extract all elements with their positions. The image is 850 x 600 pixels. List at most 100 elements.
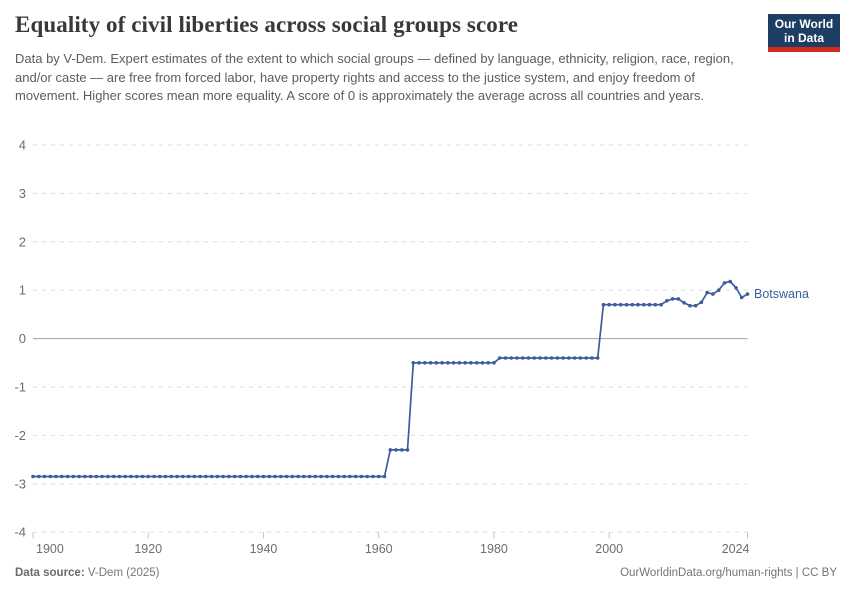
data-point[interactable] <box>134 474 139 479</box>
data-point[interactable] <box>636 302 640 307</box>
line-chart[interactable]: 4 3 2 1 0 -1 -2 -3 -4 1900 1920 1940 1960 1980 2000 202… <box>0 130 850 565</box>
data-point[interactable] <box>446 361 450 365</box>
data-point[interactable] <box>665 299 669 303</box>
data-point[interactable] <box>676 297 681 301</box>
data-point[interactable] <box>111 474 116 479</box>
data-point[interactable] <box>146 474 150 479</box>
data-point[interactable] <box>158 474 162 479</box>
data-point[interactable] <box>250 474 254 479</box>
data-point[interactable] <box>538 356 542 360</box>
data-point[interactable] <box>469 361 473 365</box>
data-point[interactable] <box>659 302 663 307</box>
data-point[interactable] <box>255 474 260 479</box>
entity-label-botswana[interactable]: Botswana <box>754 287 809 301</box>
data-point[interactable] <box>273 474 277 479</box>
data-point[interactable] <box>221 474 225 479</box>
data-point[interactable] <box>163 474 168 479</box>
data-point[interactable] <box>307 474 312 479</box>
data-point[interactable] <box>71 474 76 479</box>
data-point[interactable] <box>670 297 675 301</box>
data-point[interactable] <box>653 302 658 307</box>
data-point[interactable] <box>238 474 243 479</box>
data-point[interactable] <box>348 474 352 479</box>
data-point[interactable] <box>94 474 99 479</box>
data-point[interactable] <box>428 361 433 365</box>
data-point[interactable] <box>642 302 646 307</box>
data-point[interactable] <box>630 302 635 307</box>
data-point[interactable] <box>572 356 577 360</box>
data-point[interactable] <box>457 361 462 365</box>
data-point[interactable] <box>342 474 347 479</box>
data-point[interactable] <box>140 474 145 479</box>
data-point[interactable] <box>503 356 508 360</box>
data-point[interactable] <box>388 448 393 452</box>
data-point[interactable] <box>186 474 191 479</box>
data-point[interactable] <box>688 303 692 308</box>
data-point[interactable] <box>279 474 283 479</box>
data-point[interactable] <box>313 474 318 479</box>
data-point[interactable] <box>497 356 502 360</box>
data-point[interactable] <box>486 361 491 365</box>
data-point[interactable] <box>227 474 231 479</box>
data-point[interactable] <box>417 361 421 365</box>
data-point[interactable] <box>302 474 306 479</box>
data-point[interactable] <box>440 361 444 365</box>
data-point[interactable] <box>296 474 300 479</box>
data-point[interactable] <box>198 474 202 479</box>
data-point[interactable] <box>400 448 404 452</box>
data-point[interactable] <box>42 474 47 479</box>
data-point[interactable] <box>474 361 479 365</box>
data-point[interactable] <box>561 356 565 360</box>
data-point[interactable] <box>376 474 381 479</box>
data-point[interactable] <box>100 474 104 479</box>
owid-logo[interactable]: Our World in Data <box>768 14 840 52</box>
data-point[interactable] <box>532 356 537 360</box>
data-point[interactable] <box>209 474 214 479</box>
data-point[interactable] <box>152 474 156 479</box>
data-point[interactable] <box>325 474 329 479</box>
data-point[interactable] <box>232 474 237 479</box>
data-point[interactable] <box>613 302 617 307</box>
data-point[interactable] <box>463 361 468 365</box>
data-point[interactable] <box>515 356 519 360</box>
data-point[interactable] <box>290 474 295 479</box>
data-point[interactable] <box>319 474 323 479</box>
data-point[interactable] <box>618 302 623 307</box>
data-point[interactable] <box>578 356 583 360</box>
data-point[interactable] <box>492 361 496 365</box>
data-point[interactable] <box>682 301 686 305</box>
data-point[interactable] <box>175 474 179 479</box>
data-point[interactable] <box>382 474 387 479</box>
data-point[interactable] <box>83 474 87 479</box>
data-point[interactable] <box>423 361 427 365</box>
data-point[interactable] <box>549 356 554 360</box>
data-point[interactable] <box>739 295 744 300</box>
data-point[interactable] <box>192 474 197 479</box>
data-point[interactable] <box>745 292 750 296</box>
data-point[interactable] <box>31 474 35 479</box>
data-point[interactable] <box>734 286 738 290</box>
data-point[interactable] <box>411 361 416 365</box>
data-point[interactable] <box>215 474 220 479</box>
data-point[interactable] <box>65 474 70 479</box>
data-point[interactable] <box>129 474 133 479</box>
data-point[interactable] <box>555 356 560 360</box>
data-point[interactable] <box>365 474 370 479</box>
data-point[interactable] <box>711 292 715 296</box>
data-point[interactable] <box>434 361 439 365</box>
chart-canvas[interactable]: 4 3 2 1 0 -1 -2 -3 -4 1900 1920 1940 1960 1980 2000 202… <box>0 130 850 565</box>
data-point[interactable] <box>88 474 93 479</box>
data-point[interactable] <box>480 361 485 365</box>
data-point[interactable] <box>693 303 698 308</box>
data-point[interactable] <box>705 290 709 295</box>
data-point[interactable] <box>544 356 548 360</box>
data-point[interactable] <box>722 281 727 285</box>
data-point[interactable] <box>336 474 341 479</box>
data-point[interactable] <box>509 356 514 360</box>
data-point[interactable] <box>567 356 571 360</box>
data-point[interactable] <box>699 300 704 305</box>
data-point[interactable] <box>716 288 721 292</box>
data-point[interactable] <box>590 356 594 360</box>
data-point[interactable] <box>584 356 588 360</box>
data-point[interactable] <box>267 474 272 479</box>
